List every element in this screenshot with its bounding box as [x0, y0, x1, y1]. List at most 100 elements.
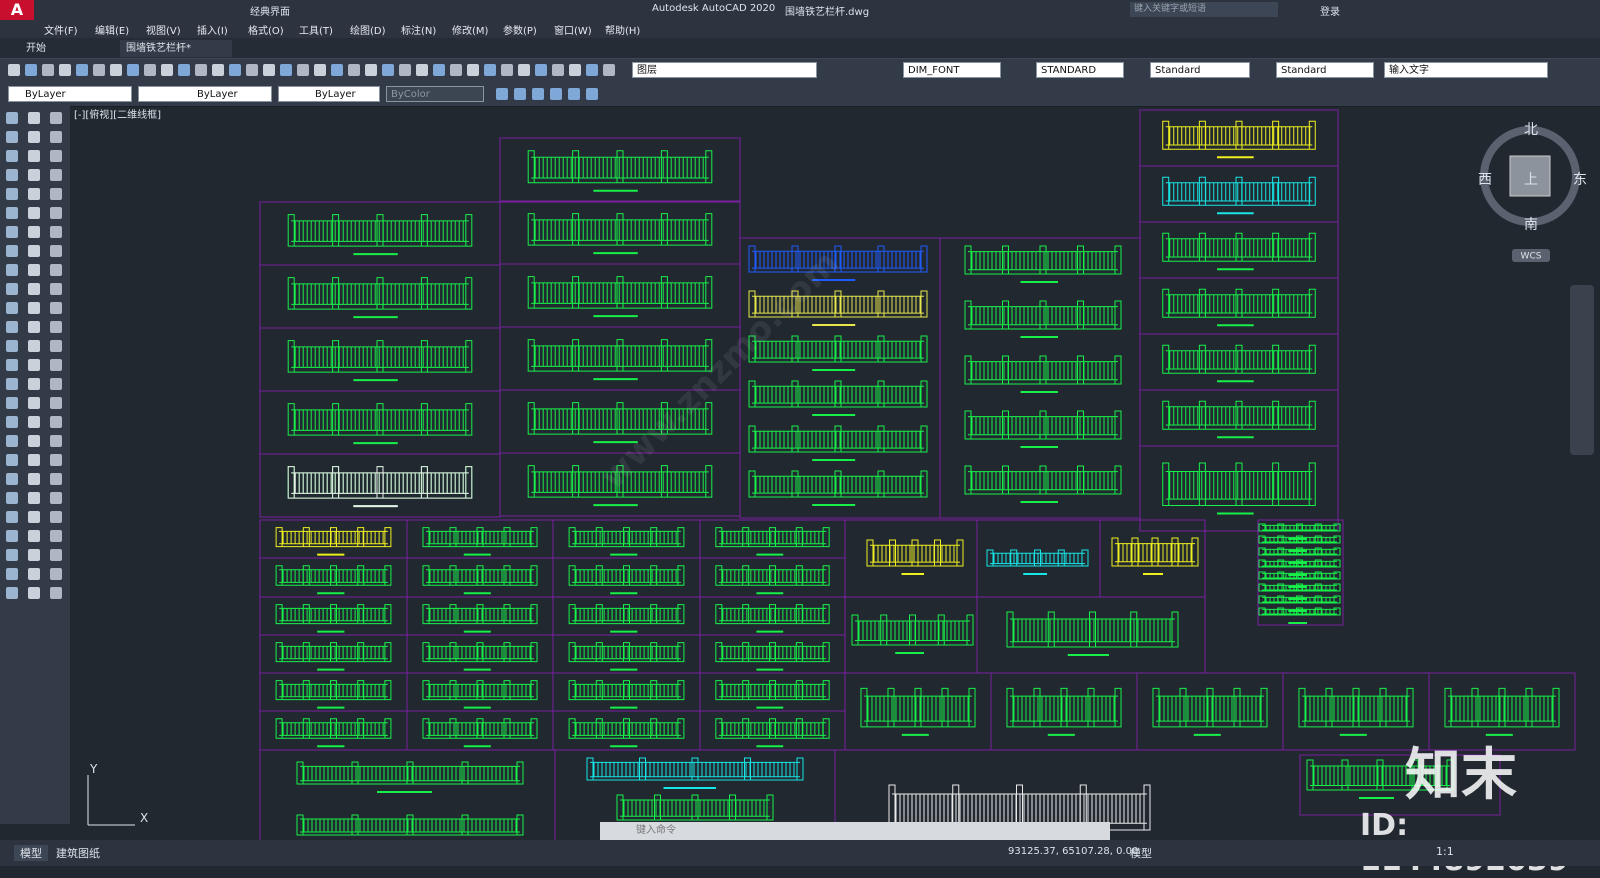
- menu-item[interactable]: 标注(N): [401, 26, 437, 37]
- tool-icon[interactable]: [28, 283, 40, 295]
- menu-item[interactable]: 参数(P): [503, 26, 537, 37]
- tool-icon[interactable]: [6, 207, 18, 219]
- tool-icon[interactable]: [50, 131, 62, 143]
- tool-icon[interactable]: [50, 245, 62, 257]
- tool-icon[interactable]: [297, 64, 309, 76]
- tool-icon[interactable]: [496, 88, 508, 100]
- tool-icon[interactable]: [399, 64, 411, 76]
- menu-item[interactable]: 格式(O): [248, 26, 284, 37]
- tool-icon[interactable]: [28, 359, 40, 371]
- tool-icon[interactable]: [28, 473, 40, 485]
- tool-icon[interactable]: [212, 64, 224, 76]
- tool-icon[interactable]: [6, 397, 18, 409]
- tool-icon[interactable]: [59, 64, 71, 76]
- tool-icon[interactable]: [50, 150, 62, 162]
- tool-icon[interactable]: [6, 264, 18, 276]
- menu-item[interactable]: 插入(I): [197, 26, 228, 37]
- tool-icon[interactable]: [50, 321, 62, 333]
- tool-icon[interactable]: [50, 511, 62, 523]
- tool-icon[interactable]: [416, 64, 428, 76]
- menu-item[interactable]: 编辑(E): [95, 26, 130, 37]
- tool-icon[interactable]: [144, 64, 156, 76]
- tool-icon[interactable]: [28, 378, 40, 390]
- tool-icon[interactable]: [28, 587, 40, 599]
- menu-item[interactable]: 修改(M): [452, 26, 489, 37]
- tool-icon[interactable]: [6, 549, 18, 561]
- tool-icon[interactable]: [93, 64, 105, 76]
- plot-style-combo[interactable]: ByColor: [386, 86, 484, 102]
- tool-icon[interactable]: [568, 88, 580, 100]
- tool-icon[interactable]: [28, 568, 40, 580]
- model-toggle[interactable]: 模型: [1130, 847, 1152, 860]
- tool-icon[interactable]: [6, 511, 18, 523]
- layout-tab[interactable]: 模型: [14, 845, 48, 861]
- tool-icon[interactable]: [6, 435, 18, 447]
- tool-icon[interactable]: [6, 188, 18, 200]
- table-style-combo[interactable]: Standard: [1150, 62, 1250, 78]
- lineweight-combo[interactable]: ByLayer: [278, 86, 380, 102]
- linetype-combo[interactable]: ByLayer: [138, 86, 272, 102]
- tool-icon[interactable]: [603, 64, 615, 76]
- tool-icon[interactable]: [28, 530, 40, 542]
- find-text-box[interactable]: 输入文字: [1384, 62, 1548, 78]
- tool-icon[interactable]: [450, 64, 462, 76]
- tool-icon[interactable]: [28, 416, 40, 428]
- tool-icon[interactable]: [6, 226, 18, 238]
- layout-tab[interactable]: 建筑图纸: [56, 847, 100, 860]
- tool-icon[interactable]: [263, 64, 275, 76]
- tool-icon[interactable]: [28, 188, 40, 200]
- menu-item[interactable]: 绘图(D): [350, 26, 386, 37]
- tool-icon[interactable]: [6, 169, 18, 181]
- tool-icon[interactable]: [50, 264, 62, 276]
- tool-icon[interactable]: [6, 302, 18, 314]
- tool-icon[interactable]: [8, 64, 20, 76]
- menu-item[interactable]: 帮助(H): [605, 26, 641, 37]
- tool-icon[interactable]: [484, 64, 496, 76]
- tool-icon[interactable]: [6, 321, 18, 333]
- menu-item[interactable]: 文件(F): [44, 26, 78, 37]
- app-logo[interactable]: A: [0, 0, 34, 20]
- tool-icon[interactable]: [6, 530, 18, 542]
- tool-icon[interactable]: [42, 64, 54, 76]
- tool-icon[interactable]: [50, 283, 62, 295]
- drawing-canvas[interactable]: X Y 北南 东 西 上 WCS [-][俯视][二维线框]: [70, 106, 1600, 840]
- tool-icon[interactable]: [6, 340, 18, 352]
- text-style-combo[interactable]: STANDARD: [1036, 62, 1124, 78]
- tool-icon[interactable]: [6, 112, 18, 124]
- tool-icon[interactable]: [50, 226, 62, 238]
- tool-icon[interactable]: [28, 131, 40, 143]
- tool-icon[interactable]: [50, 416, 62, 428]
- tool-icon[interactable]: [110, 64, 122, 76]
- tool-icon[interactable]: [50, 549, 62, 561]
- tool-icon[interactable]: [280, 64, 292, 76]
- menu-item[interactable]: 窗口(W): [554, 26, 592, 37]
- tool-icon[interactable]: [348, 64, 360, 76]
- tool-icon[interactable]: [365, 64, 377, 76]
- tool-icon[interactable]: [532, 88, 544, 100]
- tool-icon[interactable]: [6, 359, 18, 371]
- tool-icon[interactable]: [50, 302, 62, 314]
- tool-icon[interactable]: [178, 64, 190, 76]
- tool-icon[interactable]: [6, 131, 18, 143]
- tool-icon[interactable]: [550, 88, 562, 100]
- tool-icon[interactable]: [433, 64, 445, 76]
- tool-icon[interactable]: [50, 435, 62, 447]
- tool-icon[interactable]: [6, 150, 18, 162]
- tool-icon[interactable]: [28, 226, 40, 238]
- tool-icon[interactable]: [569, 64, 581, 76]
- dim-style-combo[interactable]: DIM_FONT: [903, 62, 1001, 78]
- start-tab[interactable]: 开始: [26, 43, 46, 54]
- workspace-name[interactable]: 经典界面: [250, 7, 290, 18]
- tool-icon[interactable]: [28, 150, 40, 162]
- tool-icon[interactable]: [28, 245, 40, 257]
- tool-icon[interactable]: [28, 264, 40, 276]
- tool-icon[interactable]: [161, 64, 173, 76]
- tool-icon[interactable]: [586, 88, 598, 100]
- search-box[interactable]: 键入关键字或短语: [1130, 2, 1278, 17]
- menu-item[interactable]: 工具(T): [299, 26, 333, 37]
- annotation-scale[interactable]: 1:1: [1436, 845, 1454, 858]
- layer-combo[interactable]: 图层: [632, 62, 817, 78]
- tool-icon[interactable]: [28, 321, 40, 333]
- tool-icon[interactable]: [514, 88, 526, 100]
- tool-icon[interactable]: [382, 64, 394, 76]
